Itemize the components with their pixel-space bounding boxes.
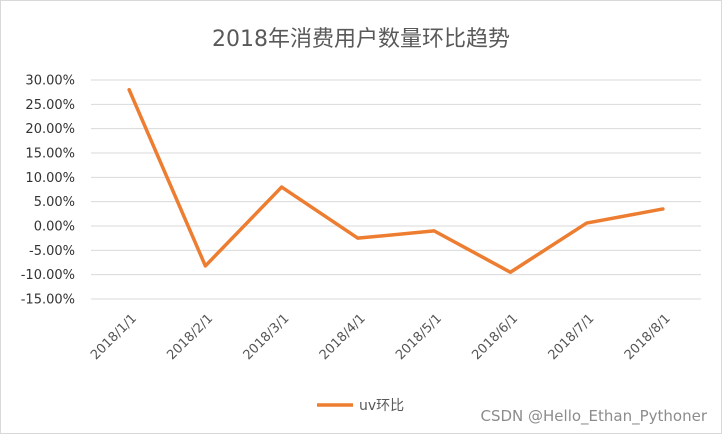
data-point: [661, 207, 665, 211]
data-point: [585, 221, 589, 225]
series-line-uv: [127, 87, 665, 274]
y-tick-label: 20.00%: [25, 122, 75, 137]
y-tick-label: -10.00%: [21, 268, 75, 283]
x-axis-ticks: 2018/1/1 2018/2/1 2018/3/1 2018/4/1 2018/5/1…: [88, 311, 674, 363]
watermark: CSDN @Hello_Ethan_Pythoner: [480, 407, 707, 426]
data-point: [432, 229, 436, 233]
chart-title: 2018年消费用户数量环比趋势: [212, 27, 510, 52]
y-tick-label: 10.00%: [25, 171, 75, 186]
x-tick-label: 2018/1/1: [88, 311, 140, 363]
x-tick-label: 2018/8/1: [622, 311, 674, 363]
data-point: [508, 270, 512, 274]
y-tick-label: 25.00%: [25, 98, 75, 113]
x-tick-label: 2018/2/1: [164, 311, 216, 363]
legend-label-uv: uv环比: [359, 398, 404, 414]
x-tick-label: 2018/5/1: [393, 311, 445, 363]
x-tick-label: 2018/7/1: [546, 311, 598, 363]
y-tick-label: 0.00%: [34, 220, 75, 235]
y-tick-label: -15.00%: [21, 293, 75, 308]
x-tick-label: 2018/4/1: [317, 311, 369, 363]
data-point: [356, 236, 360, 240]
legend: uv环比: [317, 398, 404, 414]
y-tick-label: 5.00%: [34, 195, 75, 210]
y-tick-label: 15.00%: [25, 147, 75, 162]
data-point: [280, 185, 284, 189]
x-tick-label: 2018/3/1: [241, 311, 293, 363]
x-tick-label: 2018/6/1: [469, 311, 521, 363]
grid-lines: [91, 79, 701, 300]
y-tick-label: 30.00%: [25, 74, 75, 89]
data-point: [127, 88, 131, 92]
data-point: [203, 264, 207, 268]
y-axis-ticks: 30.00% 25.00% 20.00% 15.00% 10.00% 5.00% 0.00%…: [21, 74, 75, 308]
y-tick-label: -5.00%: [29, 244, 75, 259]
series-layer: [127, 87, 665, 274]
